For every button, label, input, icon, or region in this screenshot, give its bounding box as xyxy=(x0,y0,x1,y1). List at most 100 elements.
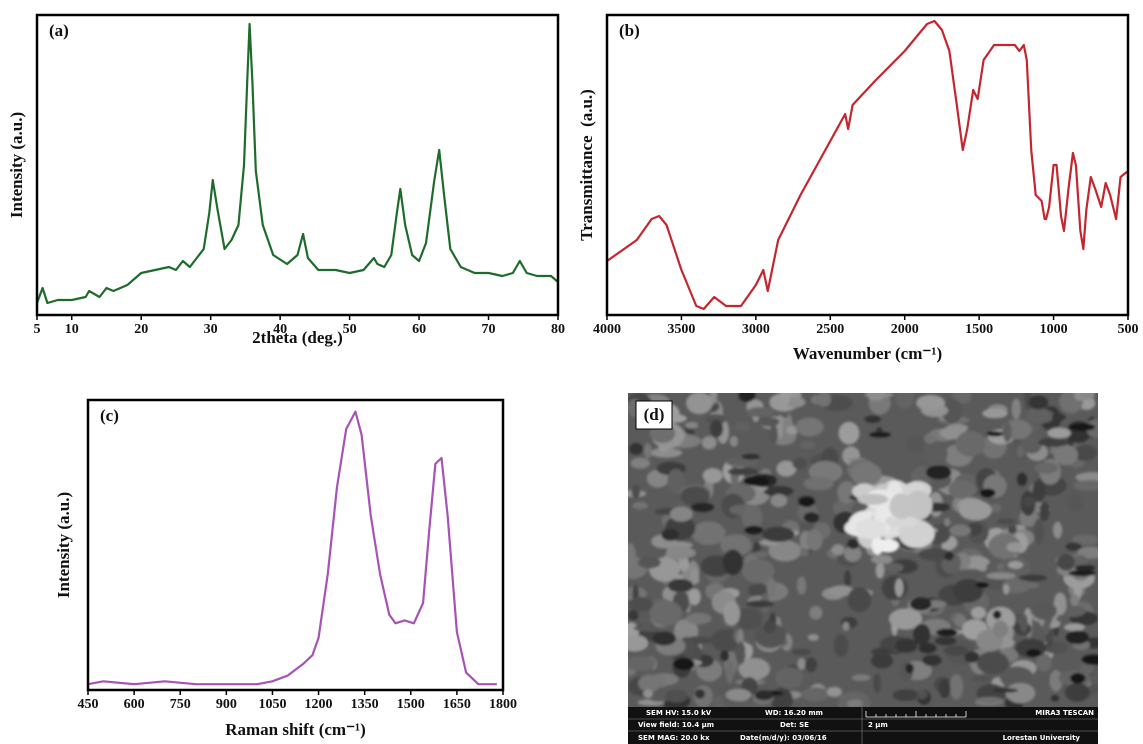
sem-particle xyxy=(701,435,717,450)
sem-particle xyxy=(949,524,972,537)
sem-shadow xyxy=(936,628,958,637)
sem-particle xyxy=(763,485,794,497)
sem-particle xyxy=(892,689,920,702)
sem-particle xyxy=(1071,534,1098,546)
sem-particle xyxy=(829,585,854,597)
sem-cluster xyxy=(855,518,887,540)
sem-particle xyxy=(1051,413,1066,421)
sem-particle xyxy=(918,548,952,561)
sem-particle xyxy=(720,534,752,557)
sem-particle xyxy=(1032,480,1046,502)
sem-shadow xyxy=(992,688,1019,693)
sem-shadow xyxy=(925,465,952,480)
sem-particle xyxy=(1011,398,1021,420)
sem-particle xyxy=(831,544,845,556)
sem-particle xyxy=(631,484,641,499)
x-tick-label: 500 xyxy=(1118,322,1139,337)
sem-shadow xyxy=(975,582,990,588)
sem-particle xyxy=(632,502,648,510)
sem-info: Det: SE xyxy=(780,721,809,729)
sem-particle xyxy=(871,647,892,657)
sem-particle xyxy=(734,607,763,630)
x-tick-label: 5 xyxy=(34,322,41,337)
sem-cluster xyxy=(904,490,933,521)
sem-particle xyxy=(722,549,743,576)
sem-particle xyxy=(847,587,872,613)
plot-frame xyxy=(605,13,1130,317)
sem-info: View field: 10.4 μm xyxy=(638,721,714,729)
sem-particle xyxy=(685,421,699,429)
sem-particle xyxy=(742,504,763,531)
x-tick-label: 10 xyxy=(65,322,79,337)
sem-particle xyxy=(734,422,751,432)
sem-particle xyxy=(934,636,957,646)
sem-particle xyxy=(996,563,1005,572)
sem-particle xyxy=(1003,583,1010,595)
sem-particle xyxy=(1075,472,1098,483)
sem-particle xyxy=(643,443,652,459)
sem-particle xyxy=(971,675,994,682)
x-tick-label: 70 xyxy=(482,322,496,337)
sem-shadow xyxy=(847,539,860,550)
sem-particle xyxy=(990,503,1002,513)
sem-particle xyxy=(988,533,1021,560)
sem-particle xyxy=(885,562,904,573)
sem-shadow xyxy=(992,610,1002,620)
sem-particle xyxy=(1039,501,1050,522)
sem-particle xyxy=(833,633,849,658)
data-line xyxy=(35,22,559,305)
data-line xyxy=(87,410,497,686)
x-tick-label: 60 xyxy=(412,322,426,337)
sem-particle xyxy=(924,433,937,444)
plot-frame xyxy=(86,398,505,692)
sem-particle xyxy=(986,572,1016,580)
sem-particle xyxy=(806,529,823,551)
x-tick-label: 450 xyxy=(78,697,99,712)
sem-particle xyxy=(864,415,881,424)
x-tick-label: 40 xyxy=(273,322,287,337)
sem-particle xyxy=(742,558,775,584)
x-tick-label: 1500 xyxy=(397,697,425,712)
sem-particle xyxy=(1073,444,1098,462)
sem-shadow xyxy=(1068,569,1096,577)
sem-particle xyxy=(738,657,771,681)
sem-particle xyxy=(792,457,808,470)
sem-particle xyxy=(941,398,963,424)
x-axis-title: Wavenumber (cm⁻¹) xyxy=(793,344,942,363)
sem-texture xyxy=(628,393,1098,707)
sem-particle xyxy=(667,578,694,593)
sem-particle xyxy=(814,672,830,684)
sem-particle xyxy=(1005,682,1036,704)
scale-bar xyxy=(865,711,967,718)
sem-particle xyxy=(803,476,834,491)
sem-particle xyxy=(797,657,806,670)
sem-particle xyxy=(844,545,862,562)
x-tick-label: 1350 xyxy=(351,697,379,712)
sem-particle xyxy=(1007,524,1017,535)
sem-cluster xyxy=(857,493,889,505)
sem-particle xyxy=(775,667,804,689)
sem-particle xyxy=(791,648,811,656)
sem-particle xyxy=(997,518,1016,525)
sem-particle xyxy=(1065,683,1090,702)
sem-particle xyxy=(758,417,780,427)
sem-particle xyxy=(955,431,986,457)
sem-particle xyxy=(688,588,701,606)
x-tick-label: 1500 xyxy=(965,322,993,337)
sem-particle xyxy=(1002,421,1012,443)
sem-info: Lorestan University xyxy=(1003,734,1081,742)
sem-particle xyxy=(846,699,863,707)
data-line xyxy=(606,19,1129,311)
sem-particle xyxy=(850,462,882,487)
sem-particle xyxy=(1033,518,1045,545)
sem-particle xyxy=(752,551,768,558)
sem-particle xyxy=(1018,574,1047,582)
x-axis-title: Raman shift (cm⁻¹) xyxy=(225,720,366,739)
panel-label: (b) xyxy=(619,21,640,40)
sem-particle xyxy=(685,612,712,625)
sem-shadow xyxy=(741,453,760,460)
sem-particle xyxy=(1019,613,1028,633)
sem-particle xyxy=(939,679,951,699)
sem-particle xyxy=(628,596,654,612)
